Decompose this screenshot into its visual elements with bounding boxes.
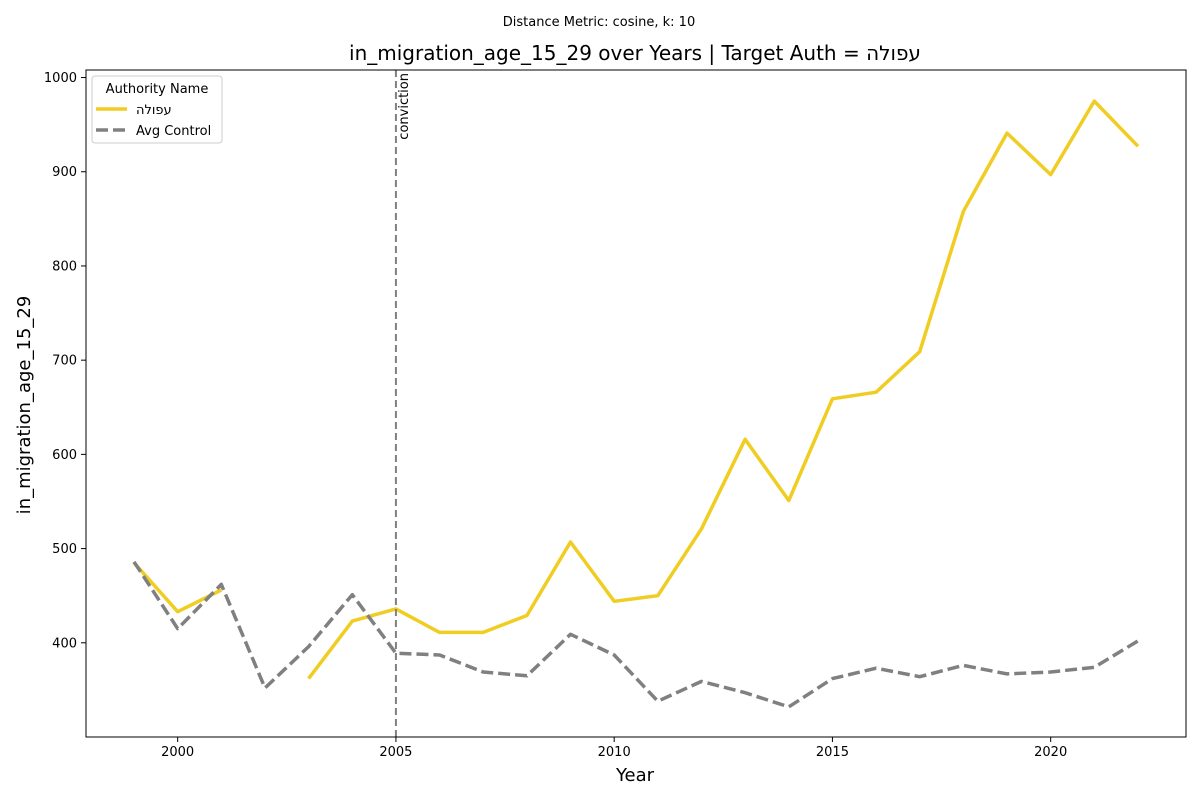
y-tick-label: 700 <box>52 354 77 369</box>
conviction-label: conviction <box>397 73 412 140</box>
legend-label-control: Avg Control <box>136 124 211 139</box>
series-control-line <box>132 560 1139 709</box>
x-axis-label: Year <box>615 765 655 786</box>
y-tick-label: 400 <box>52 636 77 651</box>
x-tick-label: 2020 <box>1034 745 1067 760</box>
legend-box <box>91 75 223 144</box>
x-tick-label: 2010 <box>598 745 631 760</box>
legend-title: Authority Name <box>106 82 209 97</box>
legend-label-target: עפולה <box>136 103 172 118</box>
plot-frame <box>85 69 1187 738</box>
x-tick-label: 2000 <box>161 745 194 760</box>
x-tick-label: 2005 <box>379 745 412 760</box>
y-tick-label: 500 <box>52 542 77 557</box>
x-tick-label: 2015 <box>816 745 849 760</box>
y-axis-label: in_migration_age_15_29 <box>14 296 35 515</box>
y-tick-label: 800 <box>52 259 77 274</box>
chart-title: in_migration_age_15_29 over Years | Targ… <box>349 41 921 65</box>
y-tick-label: 600 <box>52 448 77 463</box>
y-tick-label: 1000 <box>44 71 77 86</box>
y-tick-label: 900 <box>52 165 77 180</box>
series-target-line <box>307 99 1140 680</box>
series-target-line <box>132 561 223 614</box>
suptitle: Distance Metric: cosine, k: 10 <box>503 15 695 30</box>
